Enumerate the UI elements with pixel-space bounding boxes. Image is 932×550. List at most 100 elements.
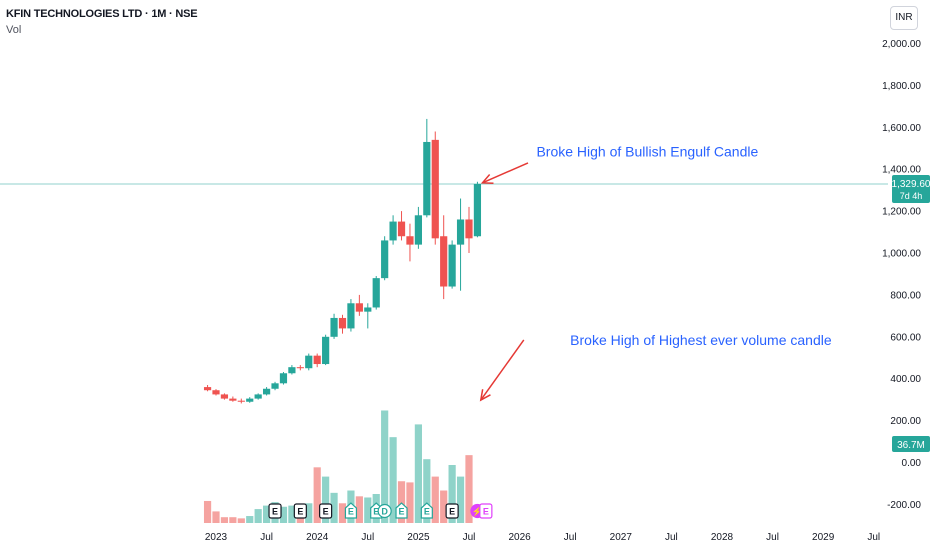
event-marker-label: E <box>348 507 354 517</box>
volume-bar <box>262 505 271 523</box>
candle-body <box>212 390 220 395</box>
volume-bar <box>237 518 245 523</box>
volume-bar <box>423 459 431 523</box>
earnings-event-marker <box>268 503 282 519</box>
candle-body <box>338 317 347 329</box>
volume-bar <box>203 500 212 523</box>
candle-body <box>381 240 389 279</box>
candle-body <box>448 244 456 287</box>
candle-body <box>229 398 237 401</box>
volume-bar <box>456 476 465 523</box>
dividend-event-marker <box>377 503 392 519</box>
price-axis-label: 1,400.00 <box>882 165 921 176</box>
volume-bar <box>246 516 254 523</box>
event-marker-label: E <box>483 507 489 517</box>
time-axis-label: Jul <box>260 532 273 543</box>
price-axis-label: -200.00 <box>887 500 921 511</box>
candle-body <box>414 215 422 245</box>
event-marker-label: E <box>449 507 455 517</box>
candle-body <box>397 221 406 237</box>
volume-bar <box>279 506 288 523</box>
candle-body <box>296 367 304 369</box>
currency-button[interactable]: INR <box>890 6 918 30</box>
candle-body <box>389 221 397 241</box>
candle-body <box>220 394 229 399</box>
time-axis-label: Jul <box>766 532 779 543</box>
annotation-arrow-line <box>480 339 525 401</box>
volume-bar <box>220 517 229 523</box>
volume-indicator-label[interactable]: Vol <box>6 24 22 36</box>
last-price-badge <box>892 174 930 203</box>
annotation-text: Broke High of Bullish Engulf Candle <box>536 144 758 160</box>
volume-bar <box>389 437 397 523</box>
time-axis-label: Jul <box>867 532 880 543</box>
candle-body <box>456 219 465 245</box>
volume-bar <box>364 497 372 523</box>
volume-value-text: 36.7M <box>897 440 925 451</box>
candle-body <box>305 355 313 369</box>
time-axis-label: 2029 <box>812 532 835 543</box>
candle-body <box>347 303 355 329</box>
earnings-event-marker <box>319 503 333 519</box>
candle-body <box>279 373 288 384</box>
time-axis-label: Jul <box>665 532 678 543</box>
volume-bar <box>212 511 220 523</box>
volume-bar <box>313 467 321 523</box>
time-axis-label: Jul <box>564 532 577 543</box>
candle-body <box>237 400 245 402</box>
candle-body <box>364 307 372 312</box>
candle-body <box>288 367 296 374</box>
volume-bar <box>440 490 448 523</box>
candle-body <box>355 303 363 312</box>
candle-body <box>271 383 279 389</box>
volume-bar <box>288 505 296 523</box>
last-price-countdown: 7d 4h <box>900 191 923 201</box>
symbol-title[interactable]: KFIN TECHNOLOGIES LTD · 1M · NSE <box>6 8 198 20</box>
candle-body <box>473 183 482 237</box>
candle-body <box>203 387 212 391</box>
volume-bar <box>406 482 414 523</box>
event-marker-label: E <box>297 507 303 517</box>
time-axis-label: 2027 <box>610 532 633 543</box>
candle-body <box>372 278 380 308</box>
volume-value-badge <box>892 436 930 452</box>
volume-bar <box>448 465 456 523</box>
time-axis-label: 2028 <box>711 532 734 543</box>
time-axis-label: Jul <box>463 532 476 543</box>
earnings-event-marker <box>420 502 433 519</box>
earnings-event-marker <box>395 502 408 519</box>
candle-body <box>254 394 262 399</box>
volume-bar <box>305 503 313 523</box>
event-marker-label: E <box>272 507 278 517</box>
annotation-arrow-line <box>482 162 529 184</box>
price-axis-label: 1,600.00 <box>882 123 921 134</box>
price-axis-label: 800.00 <box>890 290 921 301</box>
price-axis-label: 1,000.00 <box>882 249 921 260</box>
volume-bar <box>338 503 347 523</box>
event-marker-label: E <box>373 507 379 517</box>
price-axis-label: 400.00 <box>890 374 921 385</box>
volume-bar <box>330 492 338 523</box>
price-axis-label: 1,800.00 <box>882 81 921 92</box>
candle-body <box>330 317 338 337</box>
event-marker-label: E <box>424 507 430 517</box>
time-axis-label: 2026 <box>508 532 531 543</box>
earnings-event-marker <box>293 503 307 519</box>
volume-bar <box>414 424 422 523</box>
candle-body <box>423 141 431 216</box>
time-axis-label: Jul <box>361 532 374 543</box>
candle-body <box>262 388 271 395</box>
time-axis-label: 2025 <box>407 532 430 543</box>
price-axis-label: 600.00 <box>890 332 921 343</box>
annotation-text: Broke High of Highest ever volume candle <box>570 332 832 348</box>
event-marker-label: E <box>399 507 405 517</box>
candle-body <box>322 336 330 365</box>
candle-body <box>246 398 254 402</box>
time-axis-label: 2024 <box>306 532 329 543</box>
time-axis-label: 2023 <box>205 532 228 543</box>
annotation-arrow-head <box>480 173 494 184</box>
earnings-event-marker <box>479 503 493 519</box>
price-axis-label: 1,200.00 <box>882 207 921 218</box>
volume-bar <box>322 476 330 523</box>
